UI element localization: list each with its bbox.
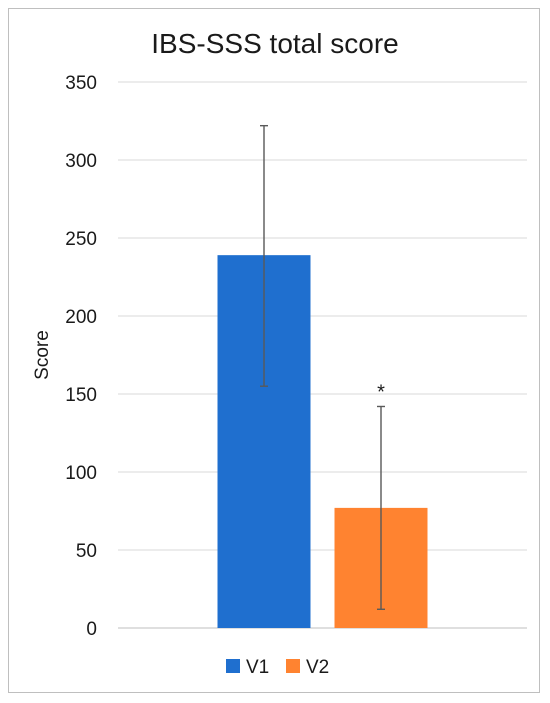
error-bars: [260, 124, 385, 610]
legend-swatch-v1: [226, 659, 240, 673]
y-tick-label: 300: [65, 151, 97, 172]
y-tick-label: 250: [65, 229, 97, 250]
y-tick-label: 50: [76, 541, 97, 562]
legend-label-v2: V2: [306, 657, 329, 678]
y-axis-ticks: 0 50 100 150 200 250 300 350: [65, 73, 97, 640]
legend-swatch-v2: [286, 659, 300, 673]
y-tick-label: 200: [65, 307, 97, 328]
error-bar-v1: [260, 124, 268, 387]
legend-label-v1: V1: [246, 657, 269, 678]
significance-marker: *: [377, 381, 385, 403]
y-tick-label: 350: [65, 73, 97, 94]
error-bar-v2: [377, 405, 385, 610]
chart-title: IBS-SSS total score: [151, 28, 398, 59]
y-axis-label: Score: [32, 330, 53, 380]
y-tick-label: 100: [65, 463, 97, 484]
legend: V1 V2: [226, 657, 329, 678]
y-tick-label: 150: [65, 385, 97, 406]
bars: [217, 255, 428, 628]
annotations: *: [377, 381, 385, 403]
gridlines: [118, 81, 527, 629]
y-tick-label: 0: [86, 619, 97, 640]
